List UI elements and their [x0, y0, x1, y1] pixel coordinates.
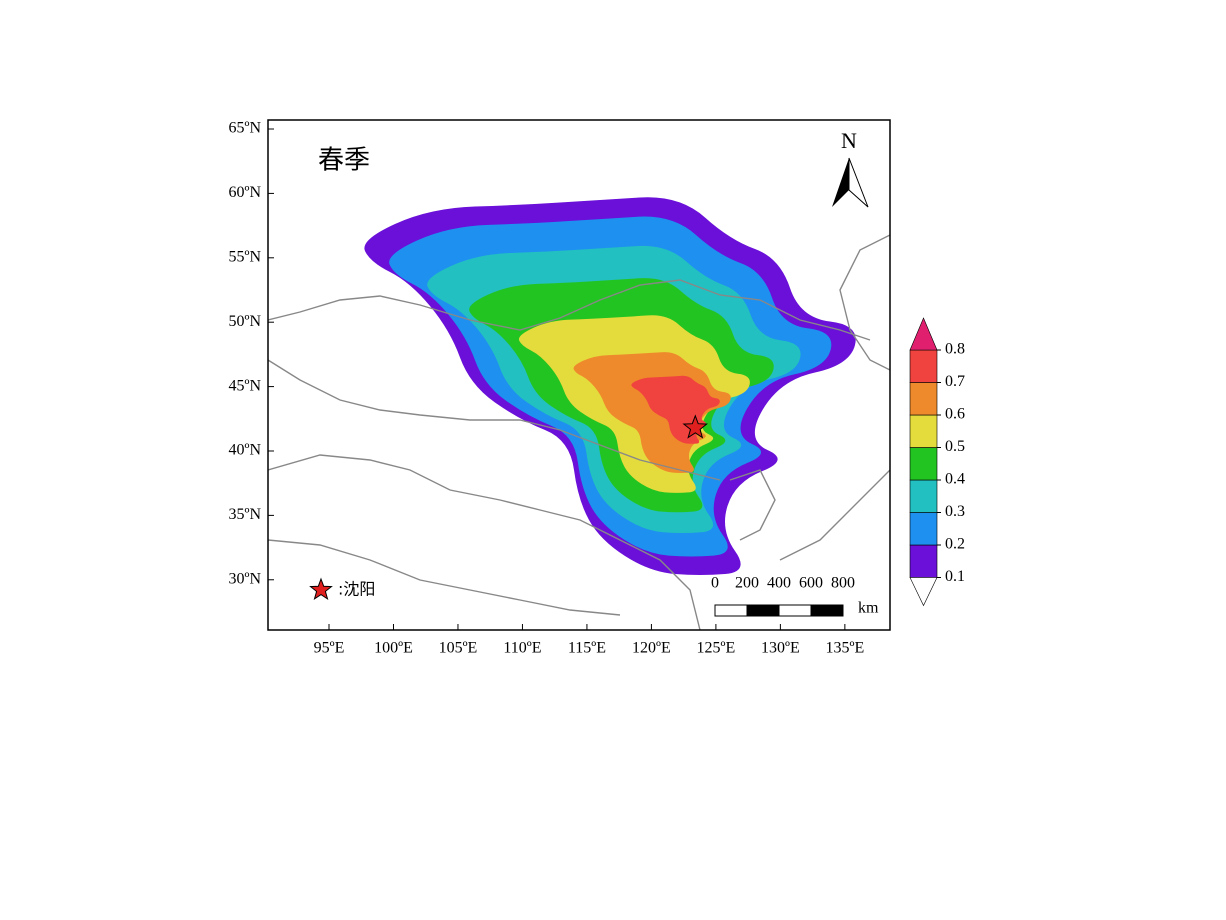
y-tick-label: 40ºN [228, 442, 261, 459]
scale-label: 600 [799, 575, 823, 592]
y-tick-label: 65ºN [228, 120, 261, 137]
x-tick-label: 110ºE [503, 640, 541, 657]
scale-label: 200 [735, 575, 759, 592]
colorbar-band [909, 447, 938, 481]
colorbar-label: 0.4 [945, 471, 965, 488]
x-tick-label: 120ºE [632, 640, 671, 657]
map-frame [267, 119, 891, 631]
colorbar-label: 0.3 [945, 503, 965, 520]
colorbar-band [909, 544, 938, 578]
x-tick-label: 115ºE [568, 640, 606, 657]
colorbar-label: 0.7 [945, 373, 965, 390]
y-tick-label: 55ºN [228, 248, 261, 265]
map-title: 春季 [318, 146, 370, 176]
scale-label: 800 [831, 575, 855, 592]
north-arrow [848, 157, 869, 208]
y-tick-label: 45ºN [228, 377, 261, 394]
legend-marker [309, 577, 333, 601]
x-tick-label: 125ºE [697, 640, 736, 657]
station-marker [682, 414, 709, 439]
colorbar-band [909, 414, 938, 448]
contour-field [364, 197, 856, 575]
y-tick-label: 30ºN [228, 570, 261, 587]
coast [839, 234, 890, 371]
x-tick-label: 105ºE [439, 640, 478, 657]
colorbar-label: 0.8 [945, 341, 965, 358]
border [268, 539, 621, 616]
colorbar-band [909, 479, 938, 513]
colorbar-band [909, 512, 938, 546]
y-tick-label: 35ºN [228, 506, 261, 523]
colorbar-label: 0.6 [945, 406, 965, 423]
colorbar-label: 0.2 [945, 536, 965, 553]
border [268, 454, 701, 630]
legend-label: :沈阳 [338, 580, 375, 599]
colorbar-label: 0.5 [945, 438, 965, 455]
x-tick-label: 95ºE [314, 640, 345, 657]
y-tick-label: 60ºN [228, 184, 261, 201]
colorbar-extend-bottom [909, 577, 938, 607]
north-arrow [832, 158, 849, 207]
colorbar-band [909, 349, 938, 383]
y-tick-label: 50ºN [228, 313, 261, 330]
colorbar-band [909, 382, 938, 416]
x-tick-label: 100ºE [374, 640, 413, 657]
scale-segment [778, 604, 812, 617]
scale-label: 400 [767, 575, 791, 592]
north-label: N [841, 128, 857, 153]
borders [268, 234, 890, 630]
x-tick-label: 135ºE [825, 640, 864, 657]
colorbar-label: 0.1 [945, 568, 965, 585]
scale-segment [714, 604, 748, 617]
scale-segment [810, 604, 844, 617]
coast [779, 469, 890, 561]
scale-unit: km [858, 600, 879, 617]
border [268, 359, 721, 481]
scale-segment [746, 604, 780, 617]
coast [729, 469, 776, 541]
x-tick-label: 130ºE [761, 640, 800, 657]
border [268, 279, 871, 341]
scale-label: 0 [711, 575, 719, 592]
colorbar-extend-top [909, 317, 938, 351]
